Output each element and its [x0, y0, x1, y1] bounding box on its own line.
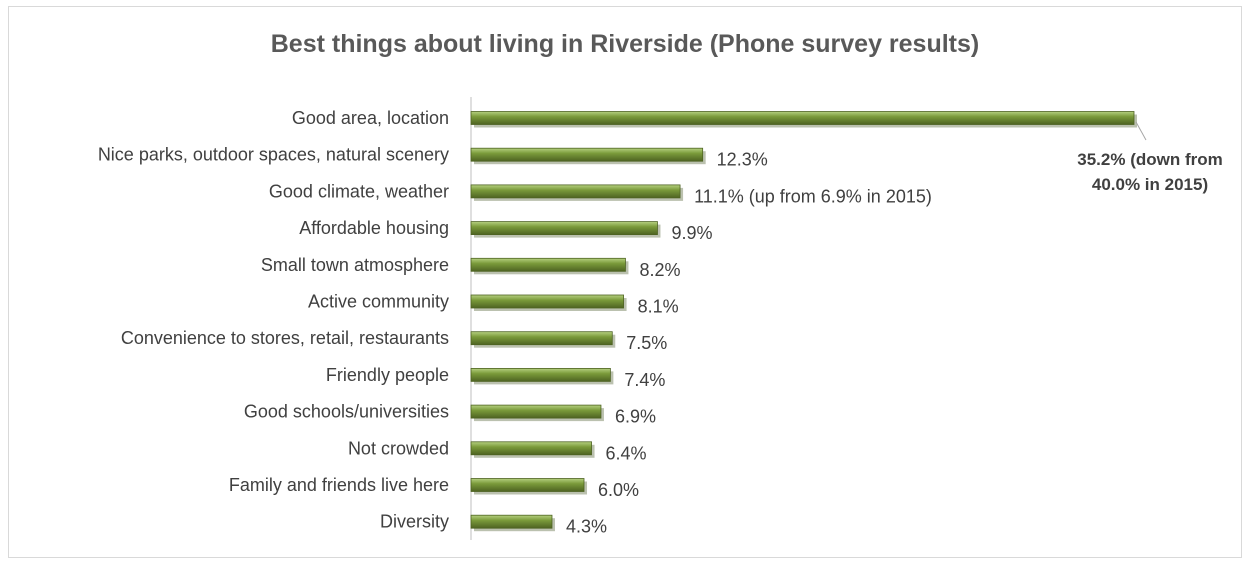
data-label: 4.3% — [566, 517, 607, 537]
data-label: 11.1% (up from 6.9% in 2015) — [694, 186, 932, 206]
bar — [470, 294, 624, 309]
chart-frame — [8, 6, 1242, 558]
chart-title: Best things about living in Riverside (P… — [270, 30, 980, 58]
data-label: 7.4% — [624, 370, 665, 390]
category-label: Active community — [308, 292, 449, 312]
category-label: Convenience to stores, retail, restauran… — [121, 328, 449, 348]
data-label: 6.4% — [606, 443, 647, 463]
bar — [470, 514, 553, 529]
bar — [470, 478, 585, 492]
bar — [470, 257, 626, 272]
callout-label: 40.0% in 2015) — [1092, 175, 1208, 194]
callout-label: 35.2% (down from — [1077, 150, 1222, 169]
bar — [470, 404, 602, 419]
category-label: Nice parks, outdoor spaces, natural scen… — [98, 145, 449, 165]
bar — [470, 367, 611, 382]
category-label: Affordable housing — [299, 218, 449, 238]
bar — [470, 111, 1135, 125]
data-label: 6.9% — [615, 407, 656, 427]
category-label: Good climate, weather — [269, 181, 449, 201]
category-label: Good schools/universities — [244, 402, 449, 422]
callout-leader-line — [1135, 121, 1147, 141]
data-label: 8.2% — [639, 260, 680, 280]
category-label: Small town atmosphere — [261, 255, 449, 275]
bar — [470, 147, 704, 162]
category-label: Family and friends live here — [229, 475, 449, 495]
data-label: 12.3% — [717, 150, 768, 170]
category-label: Good area, location — [292, 108, 449, 128]
bar — [470, 441, 592, 456]
data-label: 8.1% — [638, 297, 679, 317]
category-label: Not crowded — [348, 438, 449, 458]
category-label: Friendly people — [326, 365, 449, 385]
bar — [470, 221, 658, 236]
bar — [470, 331, 613, 346]
bar — [470, 184, 681, 199]
data-label: 7.5% — [626, 333, 667, 353]
category-label: Diversity — [380, 512, 449, 532]
data-label: 9.9% — [671, 223, 712, 243]
data-label: 6.0% — [598, 480, 639, 500]
